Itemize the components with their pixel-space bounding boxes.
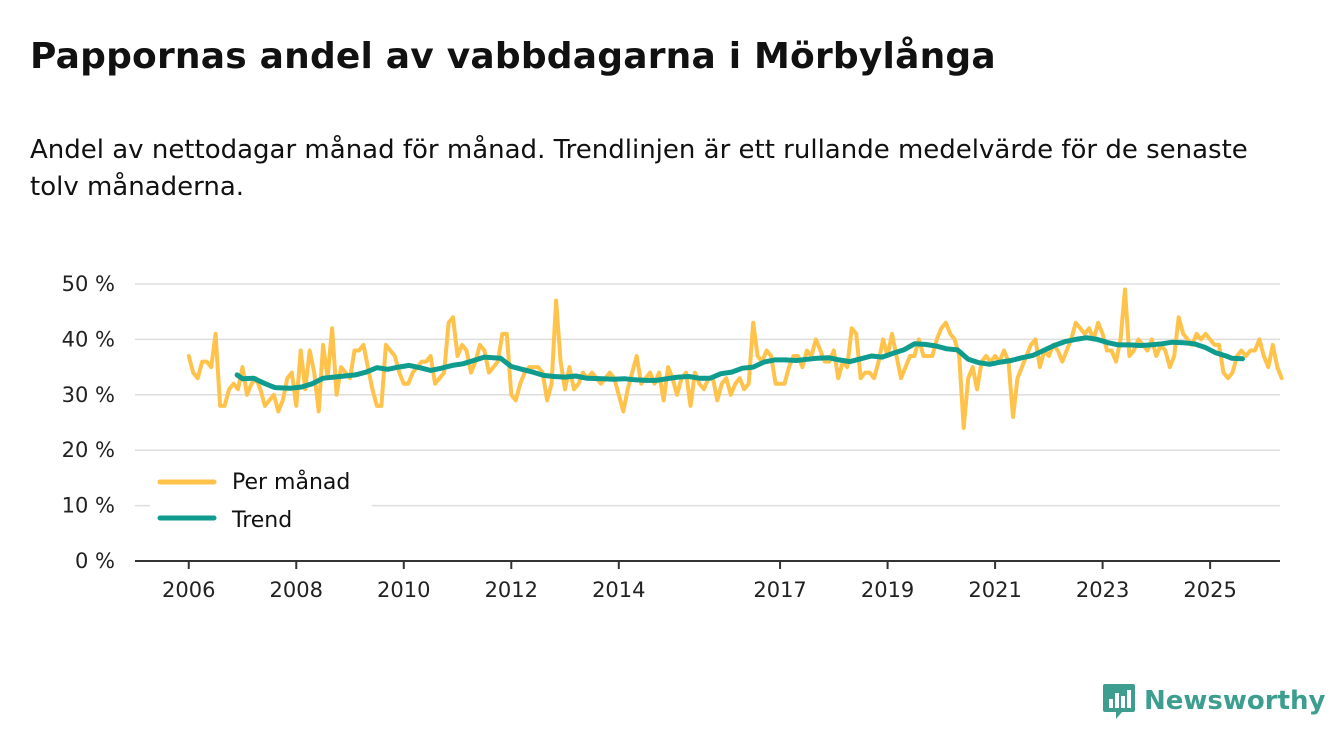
x-tick-label: 2006 (162, 578, 215, 602)
x-tick-label: 2010 (377, 578, 430, 602)
x-tick-label: 2012 (485, 578, 538, 602)
x-axis: 2006 2008 2010 2012 2014 2017 2019 2021 2023 2025 (135, 560, 1280, 602)
brand-name: Newsworthy (1144, 686, 1326, 716)
x-tick-label: 2025 (1183, 578, 1236, 602)
legend-background (150, 462, 372, 540)
chart-title: Pappornas andel av vabbdagarna i Mörbylå… (30, 36, 996, 77)
newsworthy-logo-icon (1103, 684, 1135, 719)
y-tick-label: 20 % (62, 438, 115, 462)
y-tick-label: 0 % (75, 549, 115, 573)
y-tick-label: 30 % (62, 383, 115, 407)
x-tick-label: 2017 (753, 578, 806, 602)
legend: Per månad Trend (150, 462, 372, 540)
y-axis-labels: 0 % 10 % 20 % 30 % 40 % 50 % (62, 272, 115, 573)
y-tick-label: 10 % (62, 494, 115, 518)
x-tick-label: 2019 (861, 578, 914, 602)
legend-label-trend: Trend (231, 508, 292, 533)
chart-subtitle: Andel av nettodagar månad för månad. Tre… (30, 135, 1248, 202)
x-tick-label: 2021 (968, 578, 1021, 602)
x-tick-label: 2014 (592, 578, 645, 602)
newsworthy-brand[interactable]: Newsworthy (1102, 682, 1325, 720)
series-line-per-manad (186, 287, 1284, 430)
x-tick-label: 2008 (270, 578, 323, 602)
legend-label-per-manad: Per månad (232, 469, 350, 495)
x-tick-label: 2023 (1076, 578, 1129, 602)
series-line-trend (234, 335, 1245, 391)
y-tick-label: 40 % (62, 327, 115, 351)
y-tick-label: 50 % (62, 272, 115, 296)
